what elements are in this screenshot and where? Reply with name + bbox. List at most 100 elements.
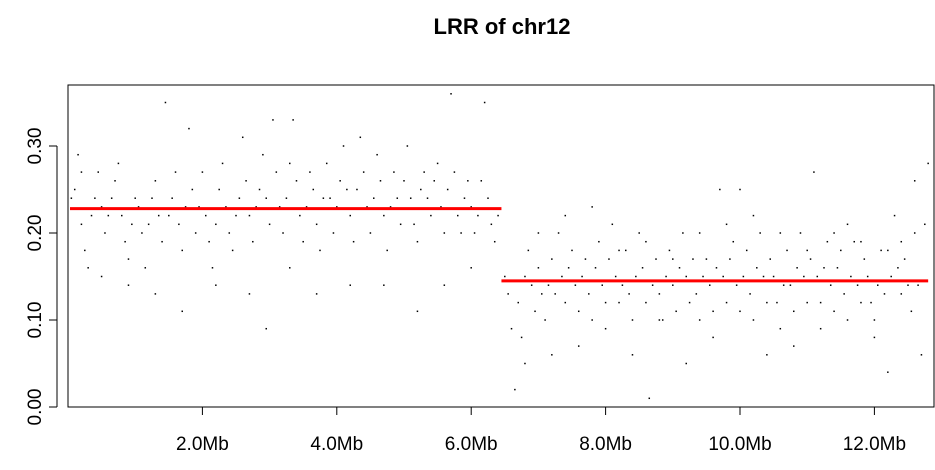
data-point [759,232,761,234]
data-point [900,240,903,243]
data-point [588,293,590,295]
data-point [218,188,220,191]
data-point [262,153,264,156]
data-point [252,240,254,243]
data-point [349,284,351,286]
data-point [658,293,661,295]
data-point [376,153,378,156]
data-point [168,214,170,217]
data-point [510,327,513,330]
data-point [907,284,909,286]
data-point [544,319,546,321]
data-point [719,188,721,191]
data-point [362,171,365,173]
data-point [174,171,177,173]
data-point [440,206,442,208]
data-point [416,240,419,243]
data-point [705,258,708,260]
data-point [806,249,808,252]
data-point [315,223,318,226]
data-point [584,258,587,260]
data-point [369,232,372,234]
data-point [332,232,335,234]
data-point [564,214,567,217]
data-point [655,258,657,260]
data-point [853,240,855,243]
data-point [910,310,913,313]
data-point [520,336,523,339]
data-point [756,267,758,269]
data-point [228,232,231,234]
data-point [124,240,126,243]
data-point [114,180,116,182]
data-point [541,293,543,295]
data-point [309,171,311,173]
data-point [292,119,294,121]
data-point [205,214,207,217]
data-point [551,258,553,260]
data-point [779,232,782,234]
data-point [393,171,395,173]
data-point [446,188,449,191]
data-point [645,301,647,304]
data-point [591,206,593,208]
data-point [225,206,227,208]
data-point [282,232,284,234]
data-point [184,206,187,208]
data-point [477,214,479,217]
data-point [423,171,425,173]
data-point [265,327,267,330]
data-point [594,267,597,269]
data-point [420,188,422,191]
data-point [843,293,845,295]
data-point [581,275,583,278]
data-point [171,197,173,199]
data-point [131,223,133,226]
data-point [265,197,267,199]
data-point [860,240,862,243]
data-point [144,267,147,269]
data-point [524,275,526,278]
data-point [527,249,530,252]
data-point [547,284,550,286]
data-point [514,388,516,391]
data-point [695,293,698,295]
data-point [490,223,493,226]
data-point [604,327,607,330]
data-point [779,327,782,330]
data-point [725,301,728,304]
data-point [813,171,815,173]
data-point [463,197,466,199]
data-point [248,293,251,295]
data-point [628,293,630,295]
data-point [833,232,835,234]
data-point [715,267,718,269]
data-point [873,319,876,321]
chart-title: LRR of chr12 [434,14,571,39]
segment-lines [70,207,929,283]
data-point [903,258,906,260]
data-point [342,145,345,147]
data-point [651,284,654,286]
data-point [752,214,755,217]
data-point [766,301,768,304]
data-point [698,319,701,321]
data-point [302,240,304,243]
data-point [688,301,691,304]
data-point [658,319,661,321]
data-point [467,180,469,182]
data-point [201,171,204,173]
data-point [877,284,879,286]
data-point [577,345,580,347]
data-point [450,93,452,95]
data-point [887,249,889,252]
data-point [493,240,496,243]
data-point [73,188,76,191]
data-point [104,232,106,234]
data-point [278,206,281,208]
data-point [194,232,197,234]
data-point [100,275,103,278]
data-point [665,275,667,278]
data-point [917,284,919,286]
data-point [248,214,251,217]
